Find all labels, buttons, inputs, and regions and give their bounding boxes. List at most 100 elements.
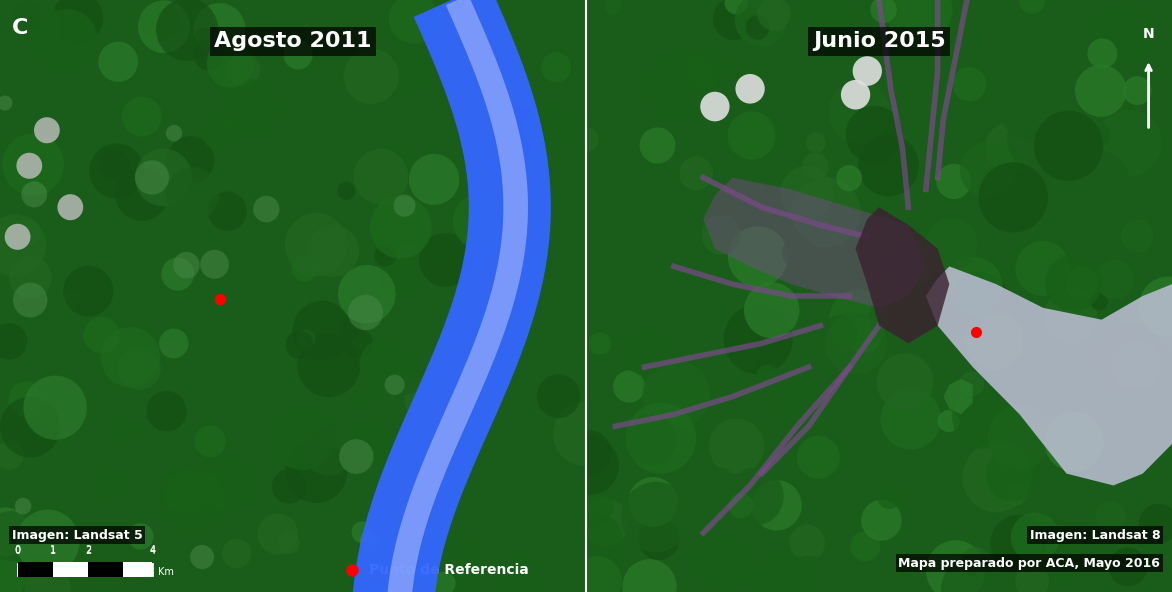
Circle shape	[1120, 292, 1168, 340]
Circle shape	[961, 547, 990, 577]
Circle shape	[803, 153, 829, 179]
Circle shape	[621, 482, 691, 552]
Circle shape	[138, 1, 190, 53]
Circle shape	[384, 375, 404, 395]
Circle shape	[370, 196, 431, 259]
Bar	[53, 562, 88, 577]
Circle shape	[553, 402, 616, 466]
Circle shape	[1120, 261, 1140, 281]
Circle shape	[797, 436, 839, 479]
Circle shape	[463, 374, 485, 397]
Circle shape	[166, 136, 214, 184]
Circle shape	[465, 413, 489, 437]
Circle shape	[571, 485, 613, 527]
Text: 0: 0	[14, 545, 21, 555]
Circle shape	[949, 272, 1010, 334]
Circle shape	[1088, 38, 1117, 69]
Circle shape	[652, 539, 674, 562]
Circle shape	[118, 347, 161, 390]
Bar	[88, 562, 123, 577]
Circle shape	[622, 559, 676, 592]
Circle shape	[360, 531, 380, 551]
Circle shape	[272, 469, 307, 504]
Circle shape	[13, 1, 41, 30]
Circle shape	[115, 167, 169, 221]
Circle shape	[13, 282, 48, 317]
Circle shape	[541, 52, 571, 82]
Circle shape	[986, 122, 1035, 172]
Circle shape	[195, 28, 213, 47]
Circle shape	[200, 250, 229, 279]
Circle shape	[14, 220, 40, 245]
Circle shape	[702, 215, 741, 255]
Circle shape	[1096, 501, 1126, 532]
Text: 4: 4	[149, 545, 156, 555]
Circle shape	[0, 511, 35, 561]
Text: 2: 2	[84, 545, 91, 555]
Text: 1: 1	[49, 545, 56, 555]
Circle shape	[53, 0, 103, 44]
Circle shape	[537, 374, 580, 418]
Circle shape	[868, 303, 901, 336]
Circle shape	[945, 257, 1002, 316]
Text: Agosto 2011: Agosto 2011	[214, 31, 372, 52]
Circle shape	[885, 0, 953, 43]
Circle shape	[34, 117, 60, 143]
Circle shape	[21, 181, 47, 207]
Circle shape	[207, 191, 247, 231]
Circle shape	[23, 375, 87, 440]
Circle shape	[729, 493, 754, 518]
Circle shape	[965, 310, 1023, 369]
Circle shape	[350, 421, 395, 466]
Circle shape	[581, 498, 629, 546]
Circle shape	[573, 127, 599, 152]
Circle shape	[723, 304, 792, 374]
Circle shape	[122, 96, 162, 137]
Circle shape	[394, 195, 415, 217]
Circle shape	[25, 565, 71, 592]
Circle shape	[573, 556, 622, 592]
Circle shape	[0, 0, 43, 51]
Circle shape	[9, 256, 52, 299]
Circle shape	[164, 469, 207, 514]
Circle shape	[339, 439, 374, 474]
Circle shape	[166, 167, 219, 221]
Circle shape	[687, 47, 727, 88]
Circle shape	[881, 35, 929, 83]
Circle shape	[146, 391, 186, 432]
Circle shape	[293, 301, 352, 361]
Circle shape	[2, 0, 60, 53]
Circle shape	[1084, 122, 1110, 148]
Circle shape	[258, 514, 298, 555]
Circle shape	[781, 166, 833, 219]
Circle shape	[728, 226, 788, 287]
Circle shape	[941, 555, 1010, 592]
Circle shape	[253, 196, 279, 223]
Circle shape	[605, 0, 622, 15]
Circle shape	[165, 125, 182, 141]
Circle shape	[803, 0, 853, 40]
Circle shape	[101, 327, 161, 387]
Circle shape	[271, 405, 335, 470]
Circle shape	[354, 149, 408, 204]
Circle shape	[1075, 65, 1126, 117]
Circle shape	[382, 143, 410, 170]
Circle shape	[336, 564, 356, 584]
Circle shape	[222, 539, 251, 568]
Circle shape	[135, 149, 192, 207]
Circle shape	[389, 0, 438, 44]
Circle shape	[447, 413, 485, 451]
Circle shape	[89, 143, 144, 198]
Circle shape	[404, 377, 449, 421]
Circle shape	[836, 165, 863, 191]
Circle shape	[173, 252, 199, 278]
Circle shape	[35, 9, 98, 73]
Circle shape	[8, 381, 45, 417]
Circle shape	[846, 317, 881, 353]
Circle shape	[1120, 220, 1153, 252]
Circle shape	[502, 35, 550, 83]
Text: Punto de Referencia: Punto de Referencia	[369, 562, 529, 577]
Circle shape	[1097, 110, 1161, 176]
Circle shape	[418, 534, 483, 592]
Circle shape	[709, 419, 764, 474]
